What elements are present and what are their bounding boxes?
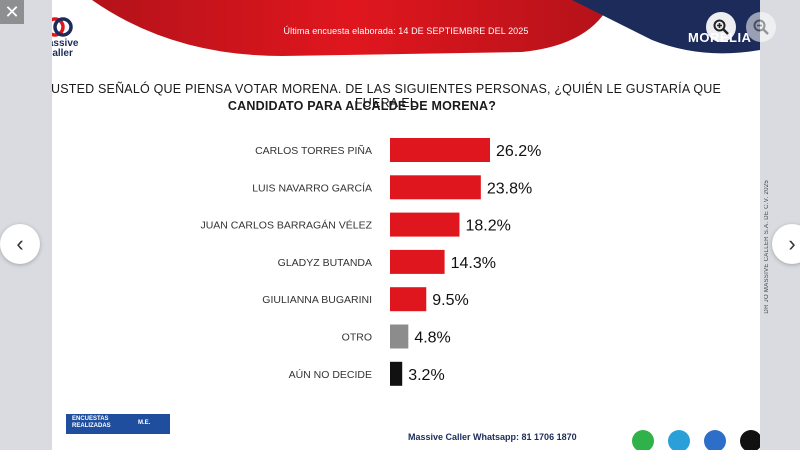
category-label: JUAN CARLOS BARRAGÁN VÉLEZ: [200, 219, 372, 232]
surveys-badge: ENCUESTAS REALIZADAS M.E.: [66, 414, 170, 434]
value-label: 3.2%: [408, 367, 444, 384]
facebook-icon: [704, 430, 726, 450]
copyright-side-text: DR JO MASSIVE CALLER S.A. DE C.V. 2025: [764, 180, 770, 314]
logo-mark-icon: [52, 17, 73, 37]
bar: [390, 175, 481, 200]
question-text-line1: USTED SEÑALÓ QUE PIENSA VOTAR MORENA. DE…: [52, 82, 722, 110]
category-label: LUIS NAVARRO GARCÍA: [252, 181, 372, 194]
category-label: CARLOS TORRES PIÑA: [255, 144, 372, 157]
chevron-left-icon: ‹: [16, 231, 24, 256]
bar: [390, 361, 403, 386]
footer-contact: Massive Caller Whatsapp: 81 1706 1870: [408, 432, 577, 442]
bar: [390, 324, 409, 349]
x-icon: [740, 430, 760, 450]
badge-line1: ENCUESTAS: [72, 416, 109, 422]
close-button[interactable]: ✕: [0, 0, 24, 24]
question-text-line2: CANDIDATO PARA ALCALDE DE MORENA?: [227, 99, 497, 113]
survey-slide: Última encuesta elaborada: 14 DE SEPTIEM…: [52, 0, 760, 450]
survey-date: Última encuesta elaborada: 14 DE SEPTIEM…: [283, 26, 529, 36]
logo-text-line2: Caller: [52, 48, 73, 59]
badge-right-label: M.E.: [138, 420, 151, 426]
value-label: 18.2%: [465, 218, 510, 235]
previous-image-button[interactable]: ‹: [0, 224, 40, 264]
zoom-in-button[interactable]: [706, 12, 736, 42]
category-label: AÚN NO DECIDE: [289, 368, 372, 381]
zoom-out-icon: [753, 19, 769, 35]
value-label: 14.3%: [451, 255, 496, 272]
bar: [390, 212, 460, 237]
bar: [390, 249, 445, 274]
whatsapp-icon: [632, 430, 654, 450]
category-label: GLADYZ BUTANDA: [278, 257, 372, 269]
zoom-in-icon: [713, 19, 729, 35]
category-label: GIULIANNA BUGARINI: [262, 294, 372, 306]
close-icon: ✕: [4, 1, 20, 22]
zoom-out-button[interactable]: [746, 12, 776, 42]
bar: [390, 287, 427, 312]
chevron-right-icon: ›: [788, 231, 796, 256]
value-label: 9.5%: [432, 292, 468, 309]
logo-text-line1: Massive: [52, 38, 79, 49]
bar-chart: CARLOS TORRES PIÑA 26.2% LUIS NAVARRO GARC…: [200, 138, 541, 386]
telegram-icon: [668, 430, 690, 450]
badge-line2: REALIZADAS: [72, 423, 111, 429]
value-label: 26.2%: [496, 143, 541, 160]
category-label: OTRO: [342, 332, 372, 344]
value-label: 4.8%: [414, 330, 450, 347]
next-image-button[interactable]: ›: [772, 224, 800, 264]
value-label: 23.8%: [487, 180, 532, 197]
bar: [390, 138, 490, 162]
